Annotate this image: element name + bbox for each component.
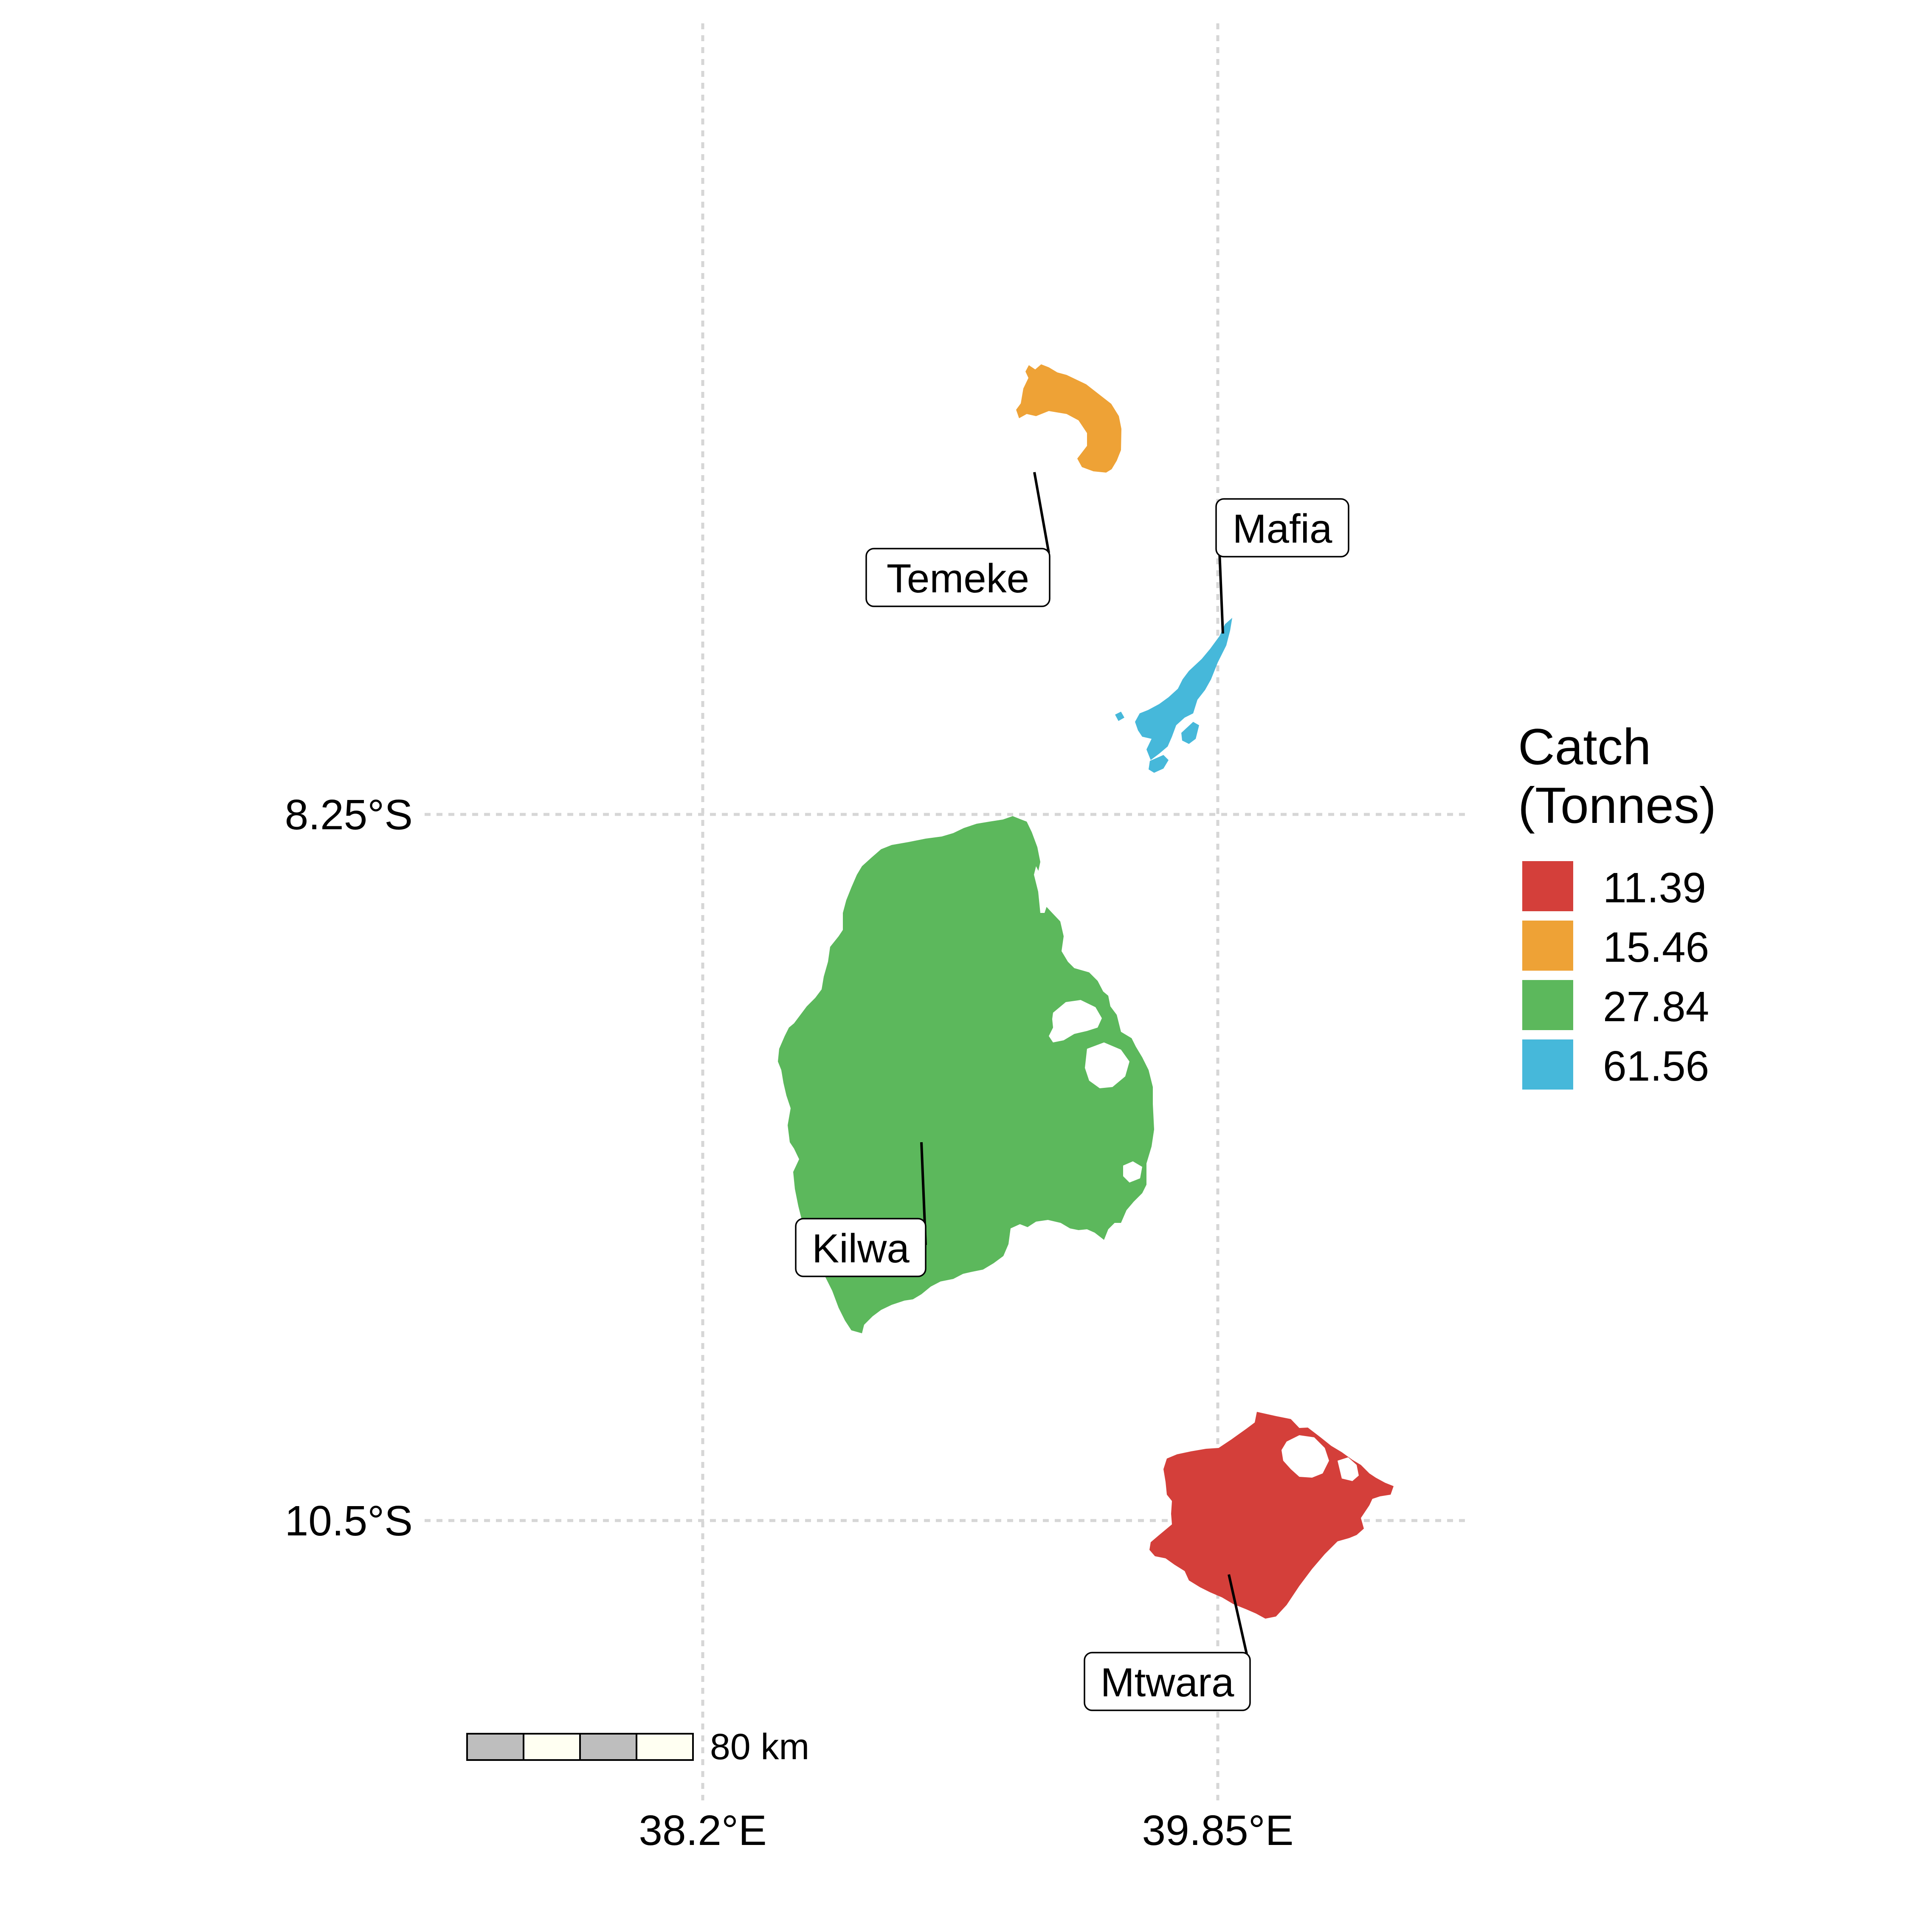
legend-label-1: 11.39 [1603, 864, 1706, 912]
label-temeke: Temeke [865, 472, 1050, 607]
leader-temeke [1033, 472, 1050, 553]
legend: Catch (Tonnes) 11.39 15.46 27.84 61.56 [1518, 718, 1716, 1090]
scale-bar-segment-4 [636, 1733, 694, 1761]
label-mafia-box [1215, 498, 1349, 558]
kilwa-lake-3 [1123, 1161, 1142, 1183]
legend-swatch-3 [1522, 980, 1573, 1030]
scale-bar-label: 80 km [710, 1726, 809, 1767]
y-tick-label-8-25: 8.25°S [285, 791, 413, 839]
label-temeke-text: Temeke [887, 556, 1029, 601]
scale-bar-segment-2 [523, 1733, 581, 1761]
region-kilwa-shape[interactable] [778, 816, 1154, 1333]
region-mafia-islet-2[interactable] [1181, 722, 1199, 744]
scale-bar: 80 km [466, 1726, 809, 1767]
leader-mtwara [1228, 1574, 1248, 1654]
y-axis: 8.25°S 10.5°S [285, 791, 413, 1545]
label-kilwa-text: Kilwa [812, 1226, 910, 1271]
region-labels: Temeke Mafia Kilwa Mtwara [795, 472, 1349, 1711]
legend-swatch-2 [1522, 921, 1573, 971]
region-mtwara-shape[interactable] [1149, 1412, 1394, 1619]
x-axis: 38.2°E 39.85°E [639, 1807, 1293, 1854]
region-mafia-islet-1[interactable] [1149, 755, 1169, 773]
region-mtwara[interactable] [1149, 1412, 1394, 1619]
scale-bar-segment-3 [579, 1733, 637, 1761]
mtwara-lake-2 [1338, 1457, 1359, 1481]
label-mtwara-text: Mtwara [1101, 1660, 1234, 1705]
legend-title-line-1: Catch [1518, 718, 1651, 775]
scale-bar-segment-1 [466, 1733, 524, 1761]
label-mafia: Mafia [1215, 498, 1349, 634]
kilwa-lake-2 [1085, 1042, 1129, 1088]
y-tick-label-10-5: 10.5°S [285, 1497, 413, 1545]
legend-label-3: 27.84 [1603, 983, 1709, 1031]
label-kilwa: Kilwa [795, 1142, 927, 1277]
label-kilwa-box [795, 1218, 927, 1277]
legend-swatch-1 [1522, 861, 1573, 911]
region-mafia-islet-3[interactable] [1115, 712, 1124, 721]
kilwa-inlet-4 [1034, 866, 1049, 913]
region-kilwa[interactable] [778, 816, 1154, 1333]
region-mafia-shape[interactable] [1135, 618, 1232, 760]
legend-swatch-4 [1522, 1039, 1573, 1090]
legend-label-2: 15.46 [1603, 924, 1709, 971]
region-temeke[interactable] [1016, 364, 1121, 473]
kilwa-lake-1 [1049, 1000, 1102, 1042]
x-tick-label-38-2: 38.2°E [639, 1807, 766, 1854]
label-mtwara: Mtwara [1084, 1574, 1251, 1711]
legend-label-4: 61.56 [1603, 1042, 1709, 1090]
legend-title-line-2: (Tonnes) [1518, 777, 1716, 834]
label-mtwara-box [1084, 1652, 1251, 1711]
label-temeke-box [865, 548, 1050, 607]
mtwara-lake-1 [1281, 1435, 1329, 1478]
region-mafia[interactable] [1115, 618, 1232, 773]
x-tick-label-39-85: 39.85°E [1142, 1807, 1294, 1854]
label-mafia-text: Mafia [1233, 506, 1332, 552]
region-temeke-shape[interactable] [1016, 364, 1121, 473]
